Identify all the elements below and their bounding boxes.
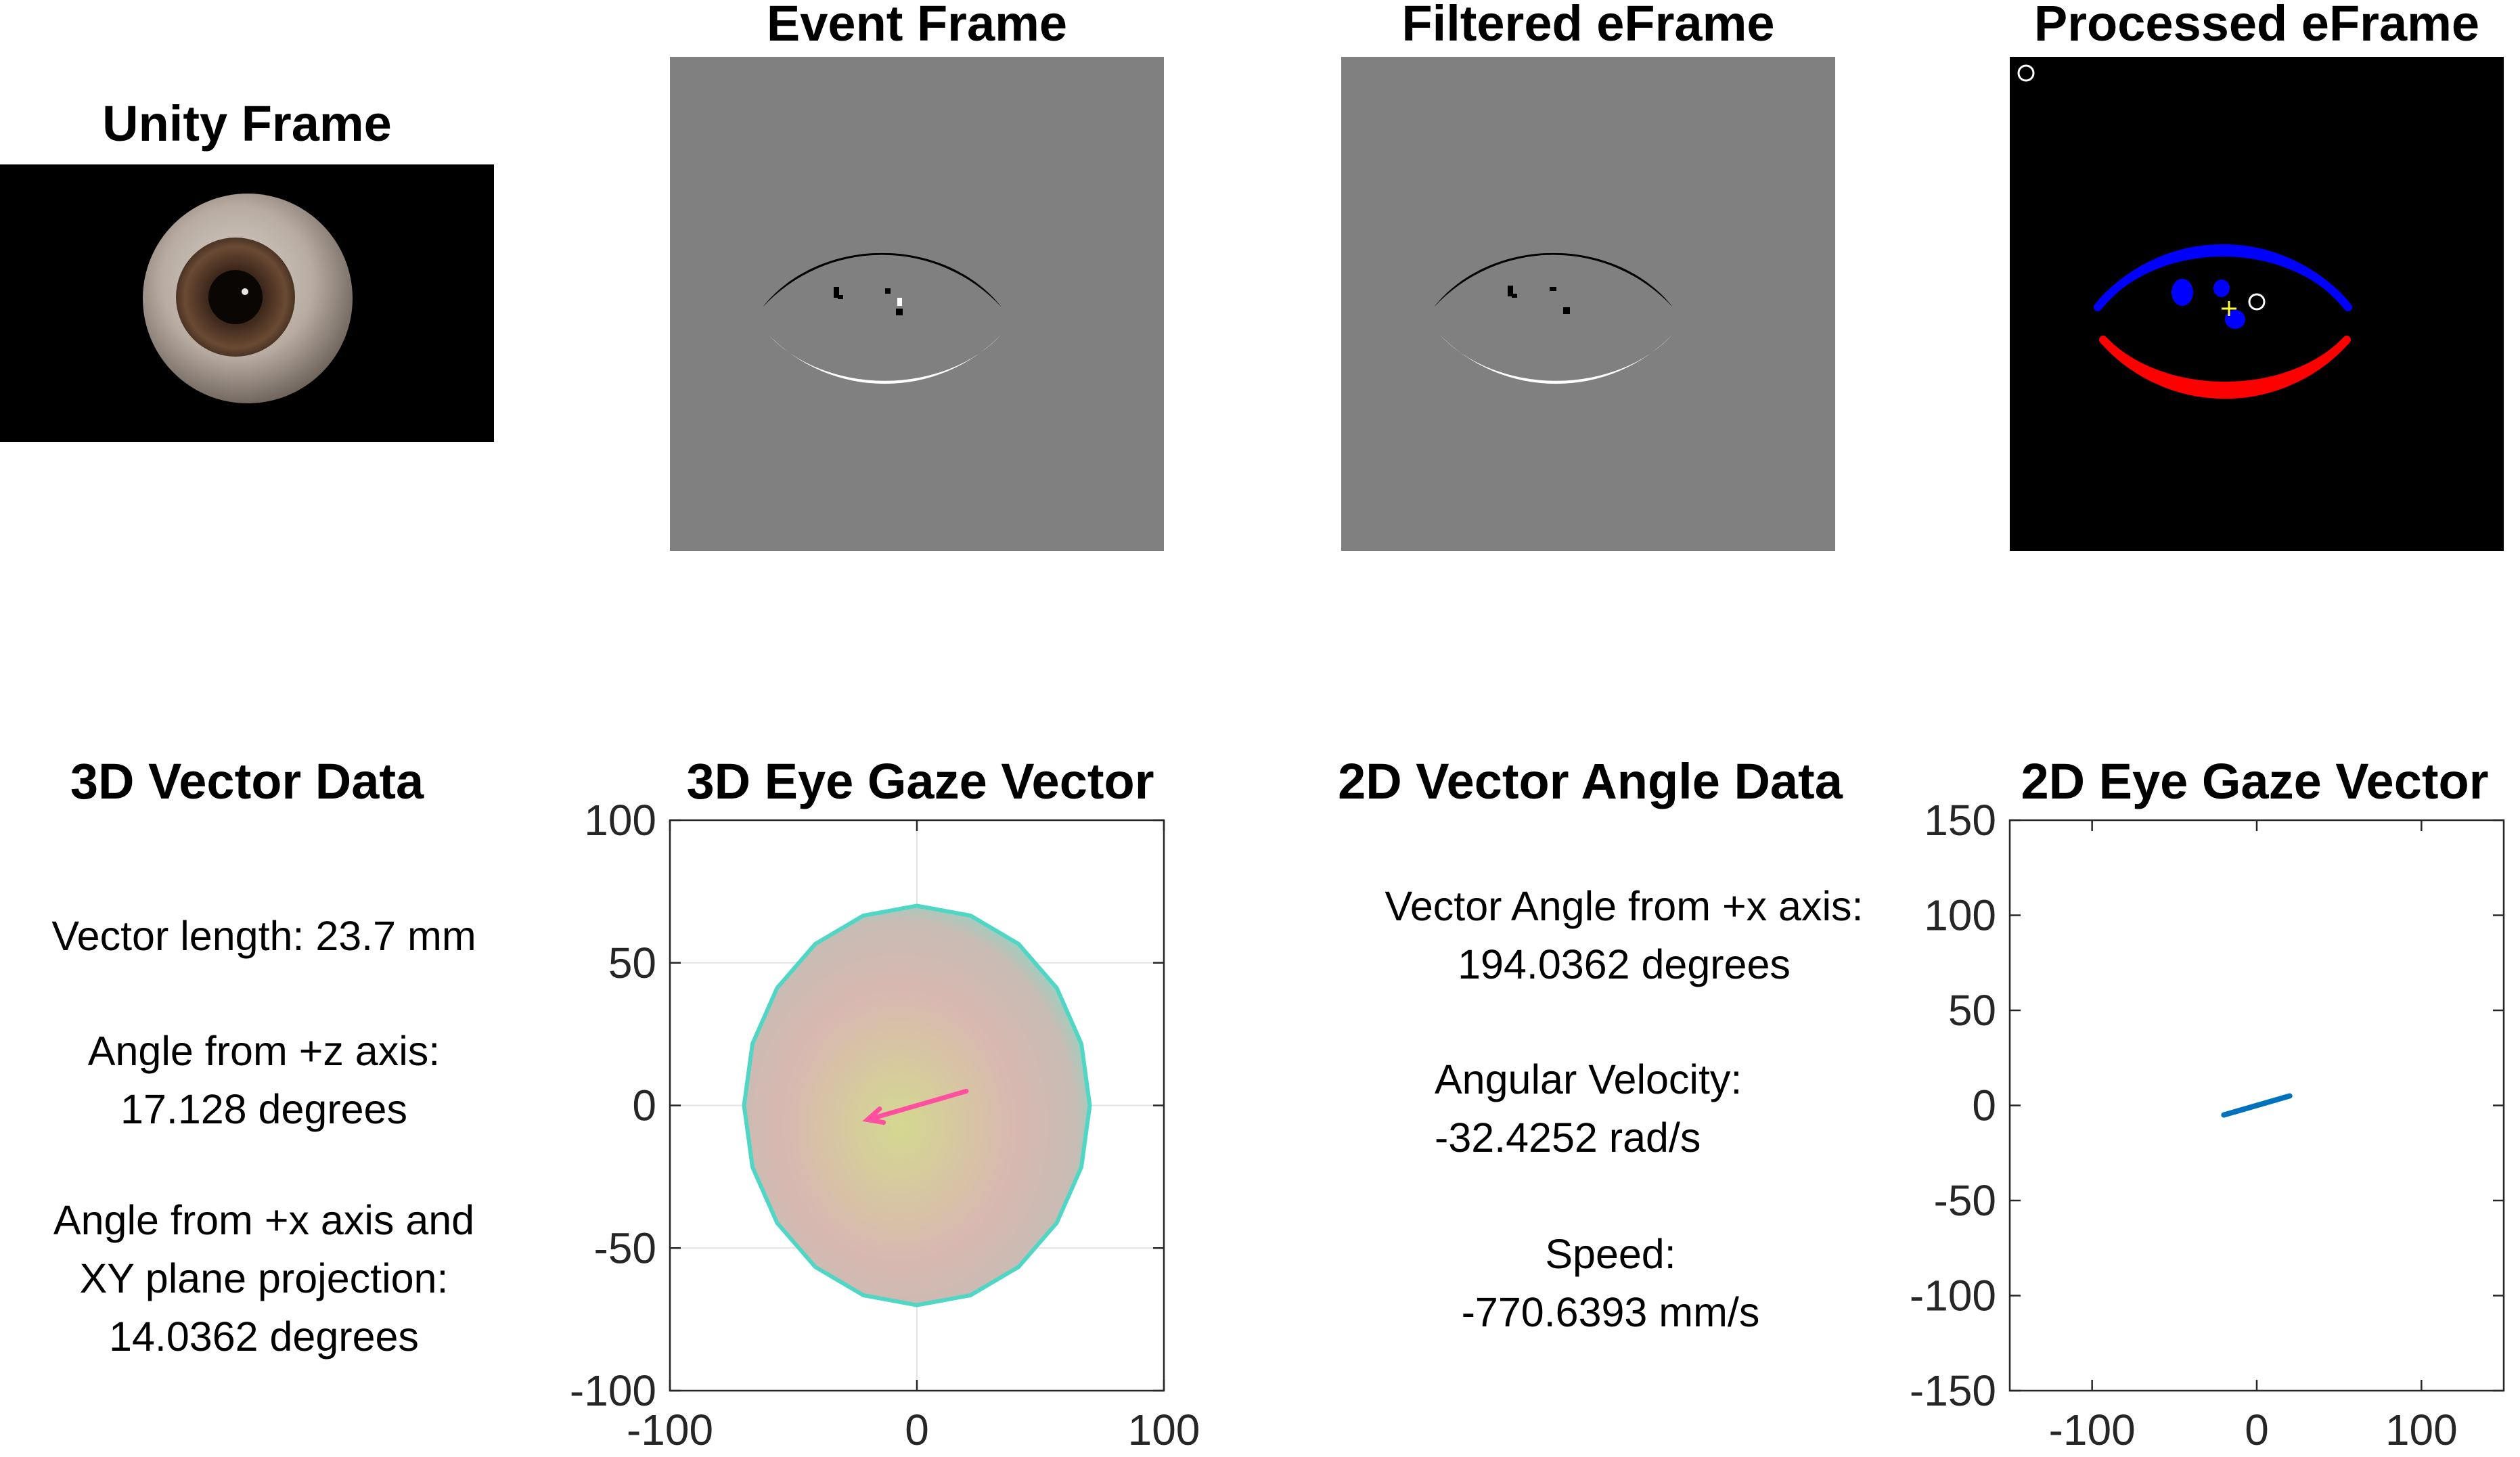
processed-eframe-image (2010, 57, 2504, 551)
chart3d-xtick-label: 0 (905, 1406, 929, 1454)
vector3d-data-title: 3D Vector Data (70, 753, 424, 809)
gaze-vector-2d (2221, 1093, 2293, 1118)
vector3d-angle-z: Angle from +z axis: 17.128 degrees (87, 1028, 441, 1132)
chart3d-ytick-label: 50 (608, 939, 656, 987)
chart2d-ytick-label: 50 (1948, 986, 1996, 1035)
chart2d-ytick-label: 100 (1924, 891, 1996, 940)
chart2d-ytick-label: 150 (1924, 796, 1996, 845)
processed-eframe-title: Processed eFrame (2033, 0, 2480, 51)
vector2d-velocity: Angular Velocity: -32.4252 rad/s (1435, 1056, 1742, 1161)
filtered-eframe-image (1341, 57, 1835, 551)
gaze-vector-3d-arrowhead (862, 1106, 886, 1125)
vector3d-angle-x: Angle from +x axis and XY plane projecti… (53, 1197, 475, 1360)
chart2d-xtick-label: 100 (2385, 1406, 2458, 1454)
chart2d-ytick-label: -100 (1910, 1272, 1996, 1320)
chart2d-ytick-label: -150 (1910, 1366, 1996, 1415)
vector3d-length: Vector length: 23.7 mm (51, 913, 476, 959)
unity-frame-image (0, 164, 494, 442)
chart3d-ytick-label: -100 (570, 1366, 656, 1415)
vector2d-data-title: 2D Vector Angle Data (1338, 753, 1843, 809)
chart3d-xtick-label: 100 (1128, 1406, 1200, 1454)
chart3d-xtick-label: -100 (627, 1406, 713, 1454)
chart2d-xtick-label: 0 (2245, 1406, 2269, 1454)
vector2d-angle: Vector Angle from +x axis: 194.0362 degr… (1385, 883, 1864, 987)
chart2d-ytick-label: -50 (1934, 1176, 1997, 1225)
chart-3d-title: 3D Eye Gaze Vector (686, 753, 1154, 809)
chart-2d-title: 2D Eye Gaze Vector (2021, 753, 2489, 809)
chart2d-xtick-label: -100 (2049, 1406, 2136, 1454)
filtered-eframe-title: Filtered eFrame (1401, 0, 1775, 51)
chart3d-ytick-label: 100 (584, 796, 656, 845)
gaze-vector-3d (865, 1088, 969, 1123)
chart2d-ytick-label: 0 (1972, 1081, 1996, 1130)
event-frame-title: Event Frame (766, 0, 1068, 51)
chart3d-ytick-label: -50 (594, 1224, 657, 1272)
unity-frame-title: Unity Frame (102, 95, 392, 152)
chart3d-ytick-label: 0 (632, 1081, 656, 1130)
vector2d-speed: Speed: -770.6393 mm/s (1461, 1231, 1760, 1335)
event-frame-image (670, 57, 1164, 551)
